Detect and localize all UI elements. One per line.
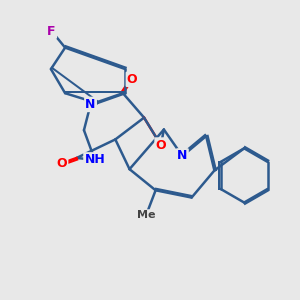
Text: O: O [56,157,67,170]
Text: N: N [85,98,96,111]
Text: Me: Me [137,210,155,220]
Text: O: O [156,139,166,152]
Text: NH: NH [85,153,105,167]
Text: O: O [127,73,137,86]
Text: F: F [47,25,56,38]
Text: N: N [177,149,188,162]
